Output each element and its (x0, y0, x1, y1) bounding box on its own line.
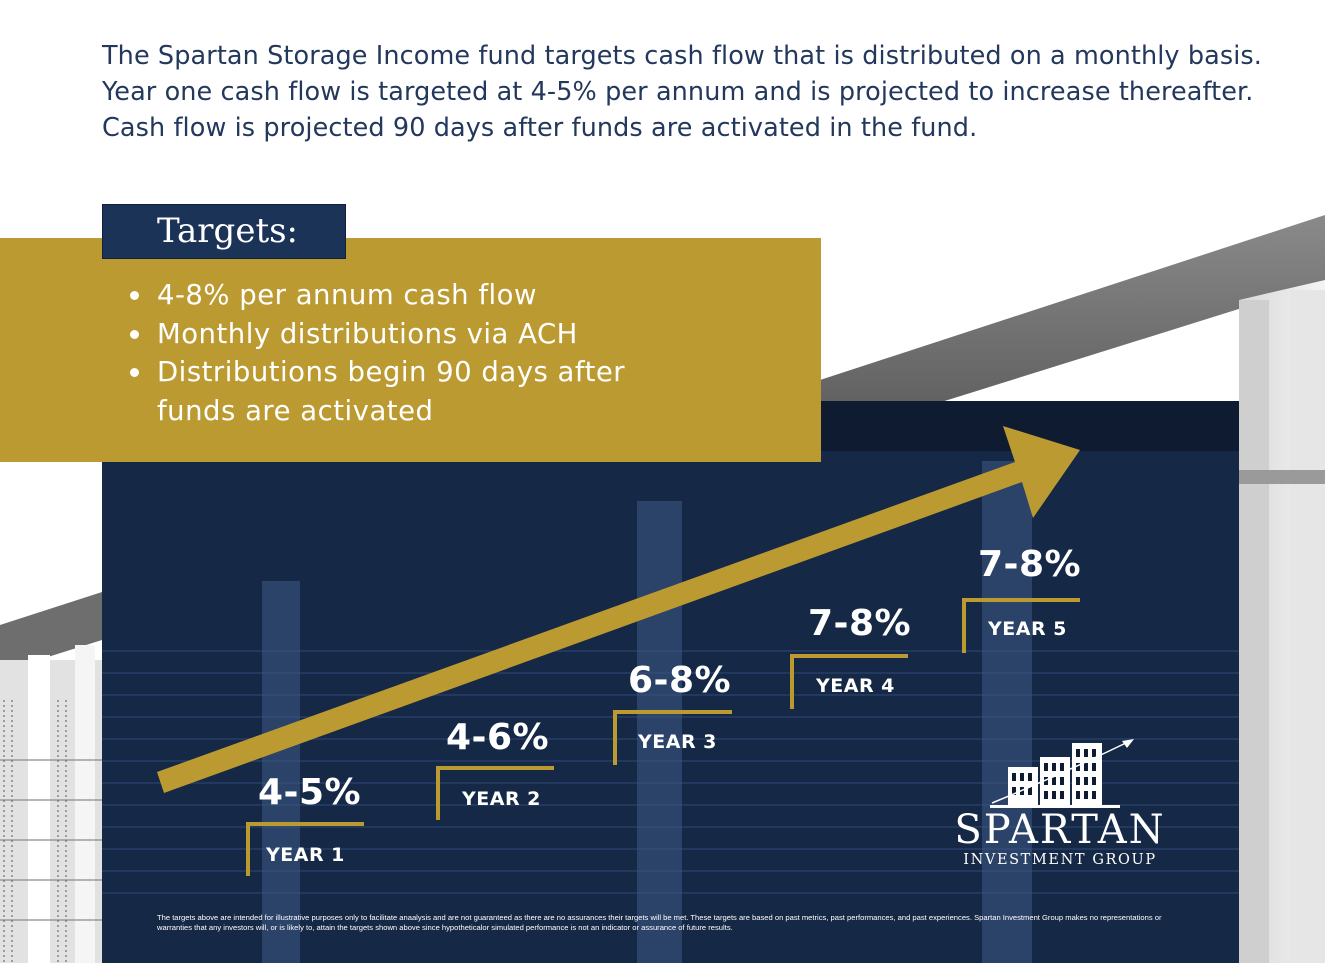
step-year-label: YEAR 5 (988, 618, 1067, 640)
targets-panel (0, 238, 821, 462)
list-item: Distributions begin 90 days after (130, 353, 625, 392)
step-bracket-year-1 (246, 822, 364, 876)
step-value: 7-8% (978, 544, 1082, 585)
buildings-logo-icon (990, 739, 1134, 808)
logo-name: SPARTAN (954, 807, 1166, 853)
target-item-label: Monthly distributions via ACH (157, 317, 578, 350)
list-item: funds are activated (130, 392, 625, 431)
target-item-label: Distributions begin 90 days after (157, 356, 626, 388)
step-bracket-year-2 (436, 766, 554, 820)
intro-line-1: The Spartan Storage Income fund targets … (102, 41, 1262, 71)
step-value: 6-8% (628, 660, 732, 701)
target-item-label: funds are activated (157, 394, 434, 427)
step-year-label: YEAR 1 (266, 844, 345, 866)
step-value: 7-8% (808, 603, 912, 644)
step-bracket-year-5 (962, 598, 1080, 653)
target-item-label: 4-8% per annum cash flow (157, 279, 537, 311)
step-year-label: YEAR 3 (638, 731, 717, 753)
storage-doors-texture (102, 451, 1239, 963)
chart-panel (102, 401, 1239, 963)
targets-heading-box: Targets: (102, 204, 346, 259)
targets-list: 4-8% per annum cash flow Monthly distrib… (130, 276, 625, 430)
step-year-label: YEAR 4 (816, 675, 895, 697)
list-item: Monthly distributions via ACH (130, 315, 625, 354)
bullet-dot-icon (130, 368, 139, 377)
bullet-dot-icon (130, 291, 139, 300)
intro-line-3: Cash flow is projected 90 days after fun… (102, 113, 978, 143)
step-value: 4-6% (446, 717, 550, 758)
intro-line-2: Year one cash flow is targeted at 4-5% p… (102, 77, 1254, 107)
step-year-label: YEAR 2 (462, 788, 541, 810)
spartan-logo: SPARTAN INVESTMENT GROUP (930, 735, 1190, 875)
step-bracket-year-4 (790, 654, 908, 709)
step-value: 4-5% (258, 772, 362, 813)
list-item: 4-8% per annum cash flow (130, 276, 625, 315)
disclaimer-text: The targets above are intended for illus… (157, 913, 1162, 932)
growth-arrow-icon (157, 426, 1080, 793)
step-bracket-year-3 (613, 710, 732, 765)
bullet-dot-icon (130, 329, 139, 339)
intro-paragraph: The Spartan Storage Income fund targets … (102, 38, 1302, 146)
logo-subtitle: INVESTMENT GROUP (963, 852, 1157, 868)
targets-title: Targets: (157, 211, 299, 251)
